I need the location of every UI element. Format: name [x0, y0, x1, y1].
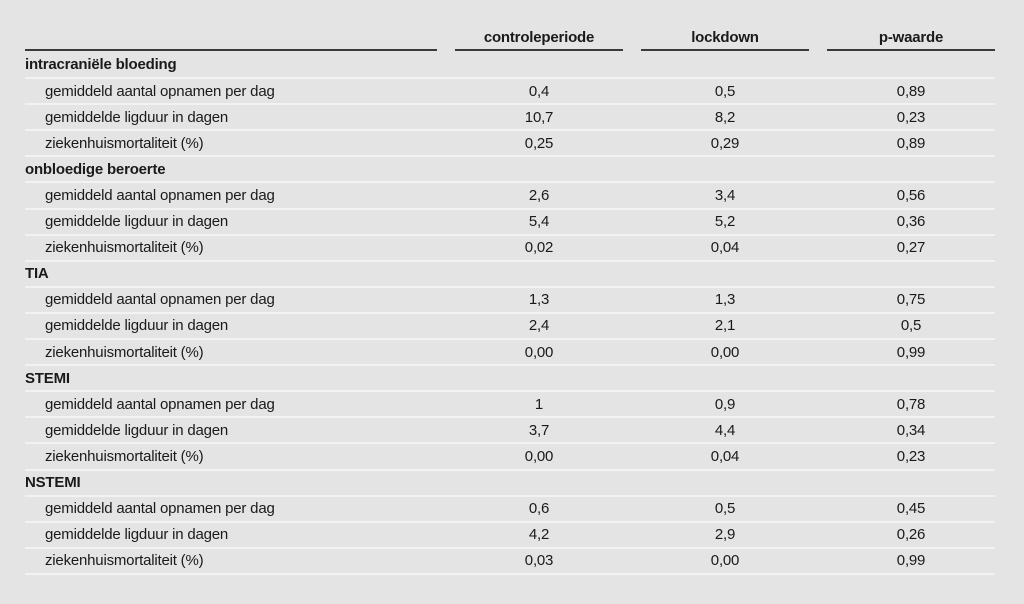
- value-cell: 0,89: [896, 134, 926, 152]
- table-row: gemiddelde ligduur in dagen 5,4 5,2 0,36: [25, 207, 995, 234]
- value-cell: 0,78: [896, 395, 926, 413]
- value-cell: 0,00: [710, 552, 740, 570]
- value-cell: 0,00: [710, 343, 740, 361]
- section-header-row: onbloedige beroerte: [25, 155, 995, 181]
- row-label: gemiddeld aantal opnamen per dag: [45, 82, 275, 100]
- row-label: ziekenhuismortaliteit (%): [45, 239, 204, 257]
- table-header-row: controleperiode lockdown p-waarde: [25, 28, 995, 51]
- data-table: controleperiode lockdown p-waarde intrac…: [25, 28, 995, 575]
- value-cell: 0,25: [524, 134, 554, 152]
- value-cell: 0,5: [714, 500, 736, 518]
- value-cell: 1: [534, 395, 544, 413]
- value-cell: 0,9: [714, 395, 736, 413]
- row-label: ziekenhuismortaliteit (%): [45, 134, 204, 152]
- table-row: ziekenhuismortaliteit (%) 0,03 0,00 0,99: [25, 546, 995, 573]
- table-row: gemiddelde ligduur in dagen 10,7 8,2 0,23: [25, 103, 995, 129]
- table-row: gemiddeld aantal opnamen per dag 1 0,9 0,78: [25, 390, 995, 416]
- table-row: gemiddeld aantal opnamen per dag 1,3 1,3 0,…: [25, 285, 995, 312]
- table-row: ziekenhuismortaliteit (%) 0,25 0,29 0,89: [25, 129, 995, 155]
- value-cell: 0,03: [524, 552, 554, 570]
- section-header-row: intracraniële bloeding: [25, 51, 995, 77]
- value-cell: 0,75: [896, 291, 926, 309]
- value-cell: 1,3: [714, 291, 736, 309]
- value-cell: 0,89: [896, 82, 926, 100]
- row-label: gemiddelde ligduur in dagen: [45, 526, 229, 544]
- section-header-row: TIA: [25, 259, 995, 286]
- value-cell: 4,4: [714, 421, 736, 439]
- table-body: intracraniële bloeding gemiddeld aantal o…: [25, 51, 995, 575]
- value-cell: 2,9: [714, 526, 736, 544]
- value-cell: 0,23: [896, 108, 926, 126]
- table-row: ziekenhuismortaliteit (%) 0,00 0,00 0,99: [25, 338, 995, 364]
- value-cell: 10,7: [524, 108, 554, 126]
- value-cell: 2,4: [528, 317, 550, 335]
- value-cell: 0,34: [896, 421, 926, 439]
- row-label: gemiddeld aantal opnamen per dag: [45, 187, 275, 205]
- value-cell: 0,99: [896, 552, 926, 570]
- table-row: gemiddelde ligduur in dagen 3,7 4,4 0,34: [25, 416, 995, 442]
- section-title: STEMI: [25, 369, 70, 387]
- table-row: ziekenhuismortaliteit (%) 0,00 0,04 0,23: [25, 442, 995, 468]
- value-cell: 0,99: [896, 343, 926, 361]
- value-cell: 0,6: [528, 500, 550, 518]
- row-label: gemiddeld aantal opnamen per dag: [45, 291, 275, 309]
- value-cell: 0,36: [896, 213, 926, 231]
- row-label: ziekenhuismortaliteit (%): [45, 552, 204, 570]
- value-cell: 0,02: [524, 239, 554, 257]
- value-cell: 0,56: [896, 187, 926, 205]
- table-row: gemiddelde ligduur in dagen 4,2 2,9 0,26: [25, 520, 995, 547]
- section-header-row: NSTEMI: [25, 468, 995, 495]
- value-cell: 3,7: [528, 421, 550, 439]
- value-cell: 5,2: [714, 213, 736, 231]
- value-cell: 1,3: [528, 291, 550, 309]
- value-cell: 0,4: [528, 82, 550, 100]
- value-cell: 3,4: [714, 187, 736, 205]
- column-header-p-waarde: p-waarde: [827, 29, 995, 51]
- section-header-row: STEMI: [25, 364, 995, 390]
- column-header-controleperiode: controleperiode: [455, 29, 623, 51]
- row-label: gemiddelde ligduur in dagen: [45, 317, 229, 335]
- table-row: gemiddelde ligduur in dagen 2,4 2,1 0,5: [25, 311, 995, 338]
- value-cell: 0,45: [896, 500, 926, 518]
- row-label: gemiddelde ligduur in dagen: [45, 108, 229, 126]
- row-label: ziekenhuismortaliteit (%): [45, 447, 204, 465]
- value-cell: 2,6: [528, 187, 550, 205]
- value-cell: 0,04: [710, 239, 740, 257]
- value-cell: 5,4: [528, 213, 550, 231]
- value-cell: 0,23: [896, 447, 926, 465]
- row-label: gemiddeld aantal opnamen per dag: [45, 500, 275, 518]
- value-cell: 2,1: [714, 317, 736, 335]
- section-title: NSTEMI: [25, 474, 81, 492]
- row-label: gemiddeld aantal opnamen per dag: [45, 395, 275, 413]
- value-cell: 8,2: [714, 108, 736, 126]
- table-row: ziekenhuismortaliteit (%) 0,02 0,04 0,27: [25, 233, 995, 260]
- value-cell: 0,5: [900, 317, 922, 335]
- value-cell: 0,04: [710, 447, 740, 465]
- value-cell: 0,00: [524, 447, 554, 465]
- section-title: onbloedige beroerte: [25, 160, 166, 178]
- table-row: gemiddeld aantal opnamen per dag 0,4 0,5 0,…: [25, 77, 995, 103]
- value-cell: 0,00: [524, 343, 554, 361]
- row-label: ziekenhuismortaliteit (%): [45, 343, 204, 361]
- value-cell: 0,26: [896, 526, 926, 544]
- table-row: gemiddeld aantal opnamen per dag 0,6 0,5 0,…: [25, 494, 995, 521]
- value-cell: 0,5: [714, 82, 736, 100]
- table-row: gemiddeld aantal opnamen per dag 2,6 3,4 0,…: [25, 181, 995, 207]
- value-cell: 0,27: [896, 239, 926, 257]
- row-label: gemiddelde ligduur in dagen: [45, 213, 229, 231]
- section-title: TIA: [25, 265, 49, 283]
- section-title: intracraniële bloeding: [25, 55, 177, 73]
- row-label: gemiddelde ligduur in dagen: [45, 421, 229, 439]
- header-empty-cell: [25, 46, 437, 51]
- value-cell: 4,2: [528, 526, 550, 544]
- column-header-lockdown: lockdown: [641, 29, 809, 51]
- value-cell: 0,29: [710, 134, 740, 152]
